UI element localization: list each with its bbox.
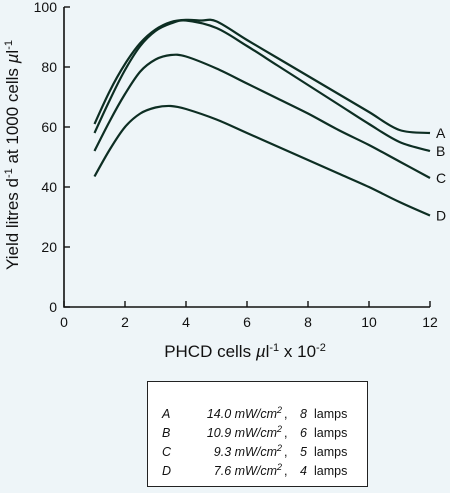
legend-lamp-count: 8	[300, 407, 307, 422]
y-tick-label: 40	[41, 179, 57, 195]
y-tick-label: 20	[41, 239, 57, 255]
series-label-b: B	[436, 143, 445, 159]
series-line-a	[93, 18, 431, 135]
legend-entry-c: C 9.3 mW/cm2, 5 lamps	[162, 440, 347, 460]
legend-lamp-count: 4	[300, 464, 307, 479]
legend-unit: lamps	[314, 426, 348, 441]
axis-frame	[63, 7, 430, 308]
legend: A 14.0 mW/cm2, 8 lamps B 10.9 mW/cm2, 6 lamps …	[147, 381, 368, 487]
x-tick-label: 8	[304, 314, 312, 330]
legend-entry-a: A 14.0 mW/cm2, 8 lamps	[162, 402, 347, 422]
legend-key: B	[162, 426, 171, 441]
legend-unit: lamps	[314, 464, 348, 479]
legend-irradiance: 7.6 mW/cm2	[213, 462, 282, 479]
legend-irradiance: 9.3 mW/cm2	[213, 443, 282, 460]
legend-key: A	[162, 407, 171, 422]
x-axis-title: PHCD cells µl-1 x 10-2	[164, 342, 326, 361]
x-tick-label: 12	[422, 314, 438, 330]
legend-lamp-count: 5	[300, 445, 307, 460]
x-tick-label: 4	[182, 314, 190, 330]
series-label-c: C	[436, 170, 446, 186]
series-line-d	[93, 104, 431, 217]
x-tick-label: 0	[60, 314, 68, 330]
legend-key: C	[162, 445, 172, 460]
y-tick-label: 80	[41, 59, 57, 75]
legend-entry-d: D 7.6 mW/cm2, 4 lamps	[162, 459, 347, 479]
series-lines	[93, 18, 431, 217]
series-label-d: D	[436, 208, 446, 224]
legend-irradiance: 10.9 mW/cm2	[206, 424, 282, 441]
y-tick-label: 60	[41, 119, 57, 135]
series-line-b	[93, 19, 431, 153]
series-end-labels: ABC D	[436, 125, 446, 224]
y-axis-title: Yield litres d-1 at 1000 cells µl-1	[3, 40, 22, 270]
x-tick-label: 2	[121, 314, 129, 330]
legend-irradiance: 14.0 mW/cm2	[206, 405, 282, 422]
series-line-c	[93, 53, 431, 179]
y-tick-label: 0	[49, 299, 57, 315]
axes	[63, 7, 430, 308]
x-tick-label: 10	[361, 314, 377, 330]
x-tick-label: 6	[243, 314, 251, 330]
series-label-a: A	[436, 125, 446, 141]
legend-entry-b: B 10.9 mW/cm2, 6 lamps	[162, 421, 347, 441]
y-tick-label: 100	[34, 0, 58, 15]
legend-unit: lamps	[314, 407, 348, 422]
legend-key: D	[162, 464, 172, 479]
legend-unit: lamps	[314, 445, 348, 460]
axis-ticks: 0 20 40 60 80 100 0 2 4 6 8 10 12	[34, 0, 438, 330]
legend-lamp-count: 6	[300, 426, 307, 441]
